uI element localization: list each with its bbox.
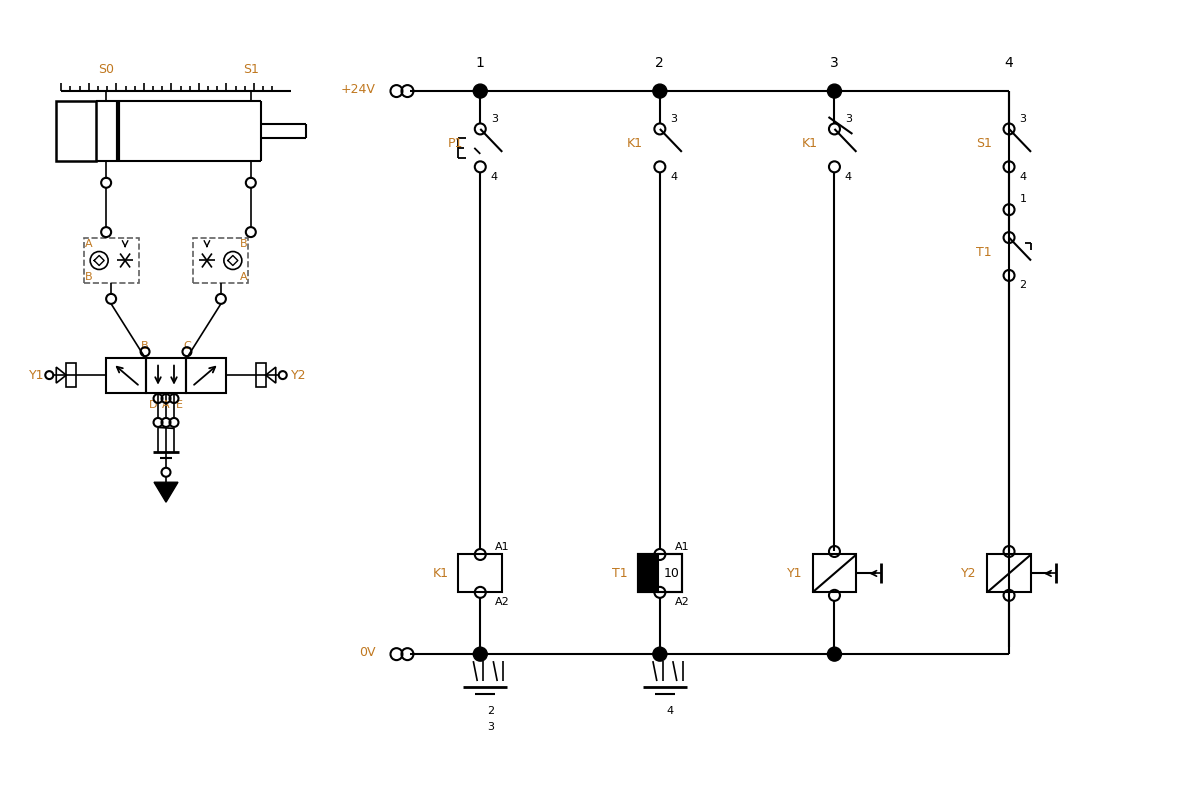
Bar — [638, 555, 658, 592]
Text: 4: 4 — [491, 172, 498, 181]
Text: A: A — [85, 239, 92, 249]
Circle shape — [653, 647, 667, 661]
Circle shape — [473, 647, 487, 661]
Text: 3: 3 — [671, 114, 677, 124]
Bar — [84, 238, 138, 283]
Text: 4: 4 — [671, 172, 677, 181]
Text: 1: 1 — [476, 56, 485, 70]
Text: T1: T1 — [612, 567, 628, 580]
Circle shape — [473, 84, 487, 98]
Text: K1: K1 — [432, 567, 449, 580]
Text: 3: 3 — [1020, 114, 1026, 124]
Text: C: C — [184, 341, 191, 351]
Circle shape — [653, 84, 667, 98]
Text: A: A — [240, 272, 247, 282]
Text: T1: T1 — [977, 246, 992, 259]
Text: +24V: +24V — [341, 83, 376, 96]
Text: 4: 4 — [1020, 172, 1026, 181]
Text: 10: 10 — [664, 567, 679, 580]
Bar — [458, 555, 503, 592]
Text: B: B — [240, 239, 247, 249]
Text: K1: K1 — [626, 138, 643, 151]
Text: 3: 3 — [830, 56, 839, 70]
Text: A1: A1 — [674, 542, 689, 552]
Text: 4: 4 — [1004, 56, 1014, 70]
Circle shape — [828, 84, 841, 98]
Text: 2: 2 — [1020, 280, 1026, 291]
Text: D: D — [149, 399, 157, 410]
Text: A: A — [162, 399, 170, 410]
Bar — [658, 555, 682, 592]
Text: S1: S1 — [242, 62, 259, 75]
Bar — [146, 358, 186, 393]
Text: E: E — [175, 399, 182, 410]
Bar — [988, 555, 1031, 592]
Text: 2: 2 — [655, 56, 665, 70]
Text: 3: 3 — [491, 114, 498, 124]
Text: A2: A2 — [494, 597, 510, 608]
Text: B: B — [85, 272, 92, 282]
Text: S0: S0 — [98, 62, 114, 75]
Polygon shape — [154, 482, 178, 502]
Text: A2: A2 — [674, 597, 689, 608]
Bar — [256, 363, 265, 387]
Circle shape — [828, 647, 841, 661]
Text: B: B — [142, 341, 149, 351]
Text: S1: S1 — [976, 138, 992, 151]
Text: Y2: Y2 — [961, 567, 977, 580]
Bar — [193, 238, 248, 283]
Text: 3: 3 — [487, 722, 493, 732]
Text: Y1: Y1 — [29, 369, 44, 382]
Text: 4: 4 — [666, 706, 673, 716]
Bar — [106, 358, 146, 393]
Text: Y1: Y1 — [787, 567, 803, 580]
Text: K1: K1 — [802, 138, 817, 151]
Text: Y2: Y2 — [290, 369, 306, 382]
Bar — [186, 358, 226, 393]
Text: A1: A1 — [494, 542, 510, 552]
Text: P1: P1 — [448, 138, 463, 151]
Text: 0V: 0V — [359, 646, 376, 659]
Text: 4: 4 — [845, 172, 852, 181]
Bar — [66, 363, 77, 387]
Bar — [812, 555, 857, 592]
Text: 3: 3 — [845, 114, 852, 124]
Bar — [638, 555, 682, 592]
Bar — [56, 101, 96, 161]
Text: 1: 1 — [1020, 194, 1026, 203]
Text: 2: 2 — [487, 706, 494, 716]
